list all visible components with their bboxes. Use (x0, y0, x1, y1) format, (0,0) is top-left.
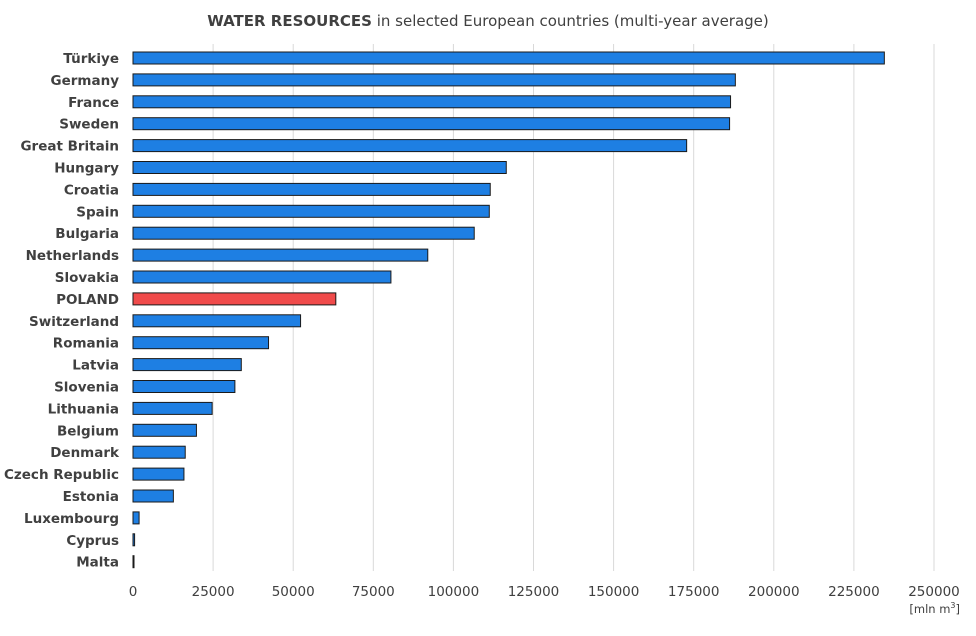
bar-croatia (132, 182, 491, 196)
category-label-switzerland: Switzerland (29, 314, 119, 330)
x-tick-label: 75000 (352, 584, 395, 600)
category-label-netherlands: Netherlands (26, 248, 119, 264)
unit-prefix: [mln m (909, 602, 950, 616)
category-label-czech-republic: Czech Republic (4, 467, 119, 483)
category-label-sweden: Sweden (59, 117, 119, 133)
unit-suffix: ] (956, 602, 961, 616)
bar-poland (132, 292, 337, 306)
bar-belgium (132, 423, 197, 437)
category-label-germany: Germany (51, 73, 120, 89)
bar-denmark (132, 445, 186, 459)
x-tick-label: 0 (129, 584, 138, 600)
x-tick-label: 125000 (508, 584, 560, 600)
bar-romania (132, 336, 270, 350)
x-tick-label: 100000 (428, 584, 480, 600)
category-label-denmark: Denmark (50, 445, 120, 461)
bar-germany (132, 73, 736, 87)
category-label-latvia: Latvia (72, 358, 119, 374)
x-tick-label: 25000 (192, 584, 235, 600)
category-label-slovenia: Slovenia (54, 380, 119, 396)
category-label-estonia: Estonia (63, 489, 119, 505)
x-tick-label: 150000 (588, 584, 640, 600)
category-label-spain: Spain (76, 204, 119, 220)
x-axis-unit-label: [mln m3] (909, 601, 960, 616)
category-label-lithuania: Lithuania (48, 401, 119, 417)
category-labels: Türkiye Germany France Sweden Great Britain H… (4, 51, 120, 571)
x-tick-label: 200000 (748, 584, 800, 600)
bar-spain (132, 204, 490, 218)
category-label-t-rkiye: Türkiye (63, 51, 119, 67)
category-label-poland: POLAND (56, 292, 119, 308)
x-tick-label: 225000 (828, 584, 880, 600)
chart-title-bold: WATER RESOURCES (207, 12, 372, 30)
bar-great-britain (132, 139, 688, 153)
bar-czech-republic (132, 467, 185, 481)
bar-switzerland (132, 314, 302, 328)
category-label-hungary: Hungary (54, 161, 119, 177)
grid-lines (212, 44, 935, 571)
category-label-luxembourg: Luxembourg (24, 511, 119, 527)
x-tick-label: 250000 (908, 584, 960, 600)
x-tick-label: 175000 (668, 584, 720, 600)
bar-lithuania (132, 401, 213, 415)
bar-bulgaria (132, 226, 475, 240)
bar-sweden (132, 117, 731, 131)
bar-slovakia (132, 270, 392, 284)
bar-slovenia (132, 380, 236, 393)
category-label-cyprus: Cyprus (66, 533, 119, 549)
x-axis-tick-labels: 0 25000 50000 75000 100000 125000 150000 175000… (129, 584, 960, 600)
category-label-croatia: Croatia (64, 182, 119, 198)
category-label-slovakia: Slovakia (55, 270, 119, 286)
unit-superscript: 3 (950, 601, 955, 610)
bar-luxembourg (132, 511, 140, 525)
bar-cyprus (132, 533, 136, 547)
bar-hungary (132, 161, 507, 174)
category-label-malta: Malta (76, 555, 119, 571)
bars (132, 51, 885, 569)
chart-title: WATER RESOURCES in selected European cou… (207, 12, 769, 30)
bar-t-rkiye (132, 51, 885, 65)
category-label-great-britain: Great Britain (20, 139, 119, 155)
x-tick-label: 50000 (272, 584, 315, 600)
bar-estonia (132, 489, 174, 503)
chart-title-rest: in selected European countries (multi-ye… (372, 12, 769, 30)
bar-netherlands (132, 248, 429, 262)
category-label-bulgaria: Bulgaria (55, 226, 119, 242)
bar-france (132, 95, 732, 109)
category-label-romania: Romania (53, 336, 119, 352)
bar-malta (132, 555, 135, 569)
bar-latvia (132, 358, 242, 372)
category-label-belgium: Belgium (57, 423, 119, 439)
category-label-france: France (68, 95, 119, 111)
